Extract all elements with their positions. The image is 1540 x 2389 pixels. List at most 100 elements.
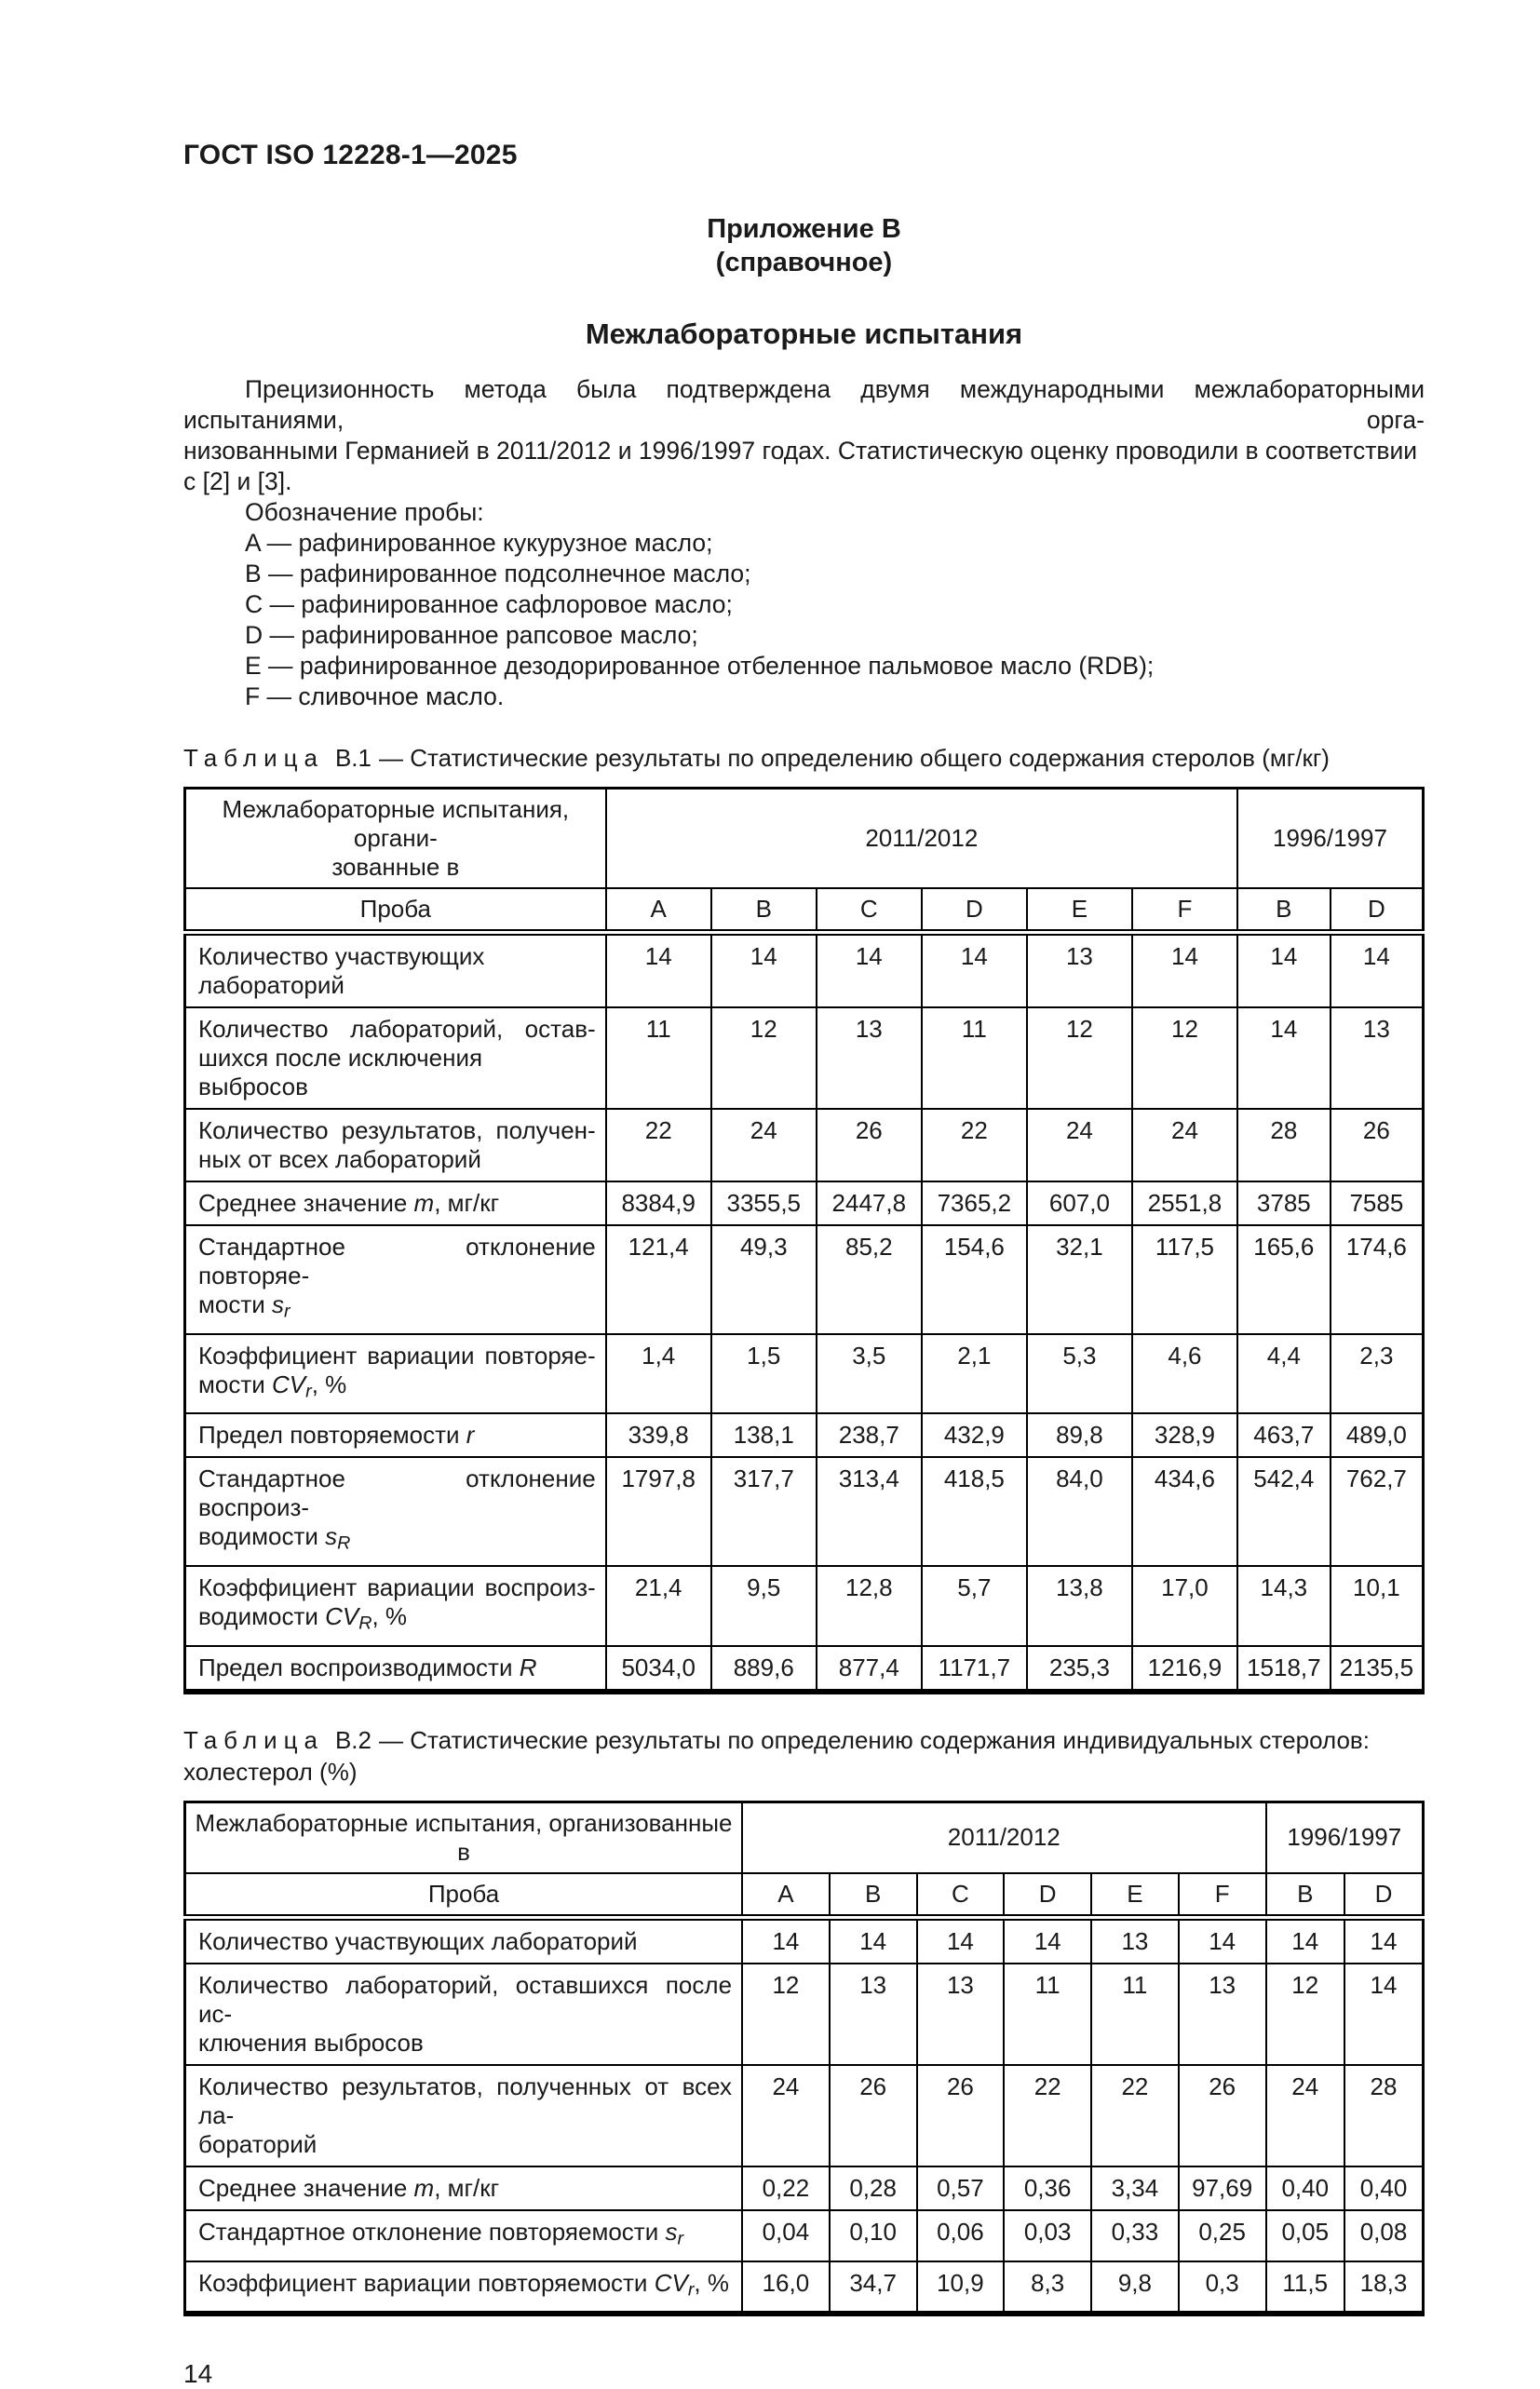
value-cell: 12 [1025,1006,1133,1110]
row-label: Стандартное отклонение повторяе-мости sr [183,1224,607,1335]
table-b2: Межлабораторные испытания, организованны… [183,1800,1425,2317]
value-cell: 26 [815,1108,923,1182]
value-cell: 22 [1003,2063,1093,2167]
row-label: Стандартное отклонение повторяемости sr [183,2208,744,2262]
value-cell: 13 [1329,1006,1425,1110]
paragraph-line: низованными Германией в 2011/2012 и 1996… [183,437,1418,495]
label-segment: s [665,2217,678,2246]
label-segment: Коэффициент вариации воспроиз- [198,1573,596,1602]
label-segment: Количество результатов, получен- [198,1116,596,1144]
sample-col-header: B [828,1871,918,1921]
document-page: ГОСТ ISO 12228-1—2025 Приложение В (спра… [183,140,1425,2389]
value-cell: 14 [915,1916,1006,1964]
value-cell: 463,7 [1236,1412,1331,1459]
value-cell: 22 [1090,2063,1180,2167]
row-label: Предел повторяемости r [183,1412,607,1459]
table-row: Стандартное отклонение повторяе-мости sr… [183,1224,1425,1335]
value-cell: 0,06 [915,2208,1006,2262]
label-segment: R [358,1613,372,1634]
value-cell: 14 [1264,1916,1345,1964]
appendix-type: (справочное) [715,248,893,277]
value-cell: 14 [1003,1916,1093,1964]
value-cell: 3785 [1236,1181,1331,1226]
caption-text: — Статистические результаты по определен… [183,1725,1370,1786]
label-segment: Количество лабораторий, оставшихся после… [198,1970,733,2028]
value-cell: 24 [1130,1108,1238,1182]
value-cell: 14 [1236,1006,1331,1110]
table-row: Стандартное отклонение воспроиз-водимост… [183,1456,1425,1568]
label-segment: r [466,1421,475,1450]
sample-col-header: A [604,887,712,936]
value-cell: 0,28 [828,2165,918,2211]
year-group-header: 2011/2012 [604,787,1238,889]
value-cell: 26 [915,2063,1006,2167]
label-segment: CV [325,1602,359,1631]
value-cell: 14 [815,931,923,1008]
label-segment: r [305,1381,312,1402]
label-segment: , мг/кг [434,2173,500,2202]
value-cell: 489,0 [1329,1412,1425,1459]
value-cell: 3,34 [1090,2165,1180,2211]
value-cell: 2,1 [920,1332,1028,1415]
header-row-years: Межлабораторные испытания, организованны… [183,1801,1425,1874]
label-segment: s [272,1290,284,1318]
value-cell: 14 [1177,1916,1267,1964]
row-label: Количество результатов, получен-ных от в… [183,1108,607,1182]
value-cell: 0,57 [915,2165,1006,2211]
row-label: Количество участвующих лабораторий [183,931,607,1008]
value-cell: 7365,2 [920,1181,1028,1226]
year-group-header: 2011/2012 [741,1801,1267,1874]
label-segment: Стандартное отклонение повторяе- [198,1233,596,1289]
label-segment: CV [272,1370,306,1398]
label-segment: Количество лабораторий, остав- [198,1015,596,1043]
value-cell: 10,9 [915,2260,1006,2315]
value-cell: 339,8 [604,1412,712,1459]
value-cell: 2,3 [1329,1332,1425,1415]
table-row: Количество лабораторий, остав-шихся посл… [183,1006,1425,1110]
caption-number: В.2 [334,1725,371,1754]
header-row-samples: Проба A B C D E F B D [183,887,1425,936]
value-cell: 117,5 [1130,1224,1238,1335]
label-segment: Количество результатов, полученных от вс… [198,2072,733,2129]
sample-definition: B — рафинированное подсолнечное масло; [245,560,751,587]
value-cell: 0,36 [1003,2165,1093,2211]
value-cell: 14 [1343,1916,1425,1964]
value-cell: 16,0 [741,2260,831,2315]
value-cell: 418,5 [920,1456,1028,1568]
value-cell: 0,22 [741,2165,831,2211]
label-segment: , % [311,1370,347,1398]
label-segment: CV [654,2268,688,2297]
value-cell: 28 [1236,1108,1331,1182]
caption-word: Таблица [183,744,324,772]
label-segment: R [519,1653,537,1681]
sample-col-header: B [709,887,817,936]
table-row: Предел повторяемости r 339,8 138,1 238,7 432… [183,1412,1425,1459]
value-cell: 2447,8 [815,1181,923,1226]
value-cell: 0,25 [1177,2208,1267,2262]
value-cell: 11 [604,1006,712,1110]
sample-col-header: E [1025,887,1133,936]
table-row: Количество лабораторий, оставшихся после… [183,1962,1425,2066]
label-segment: бораторий [198,2129,317,2158]
value-cell: 4,6 [1130,1332,1238,1415]
value-cell: 12 [741,1962,831,2066]
value-cell: 12,8 [815,1565,923,1647]
value-cell: 238,7 [815,1412,923,1459]
label-segment: m [413,1189,435,1217]
value-cell: 1,5 [709,1332,817,1415]
sample-col-header: D [1003,1871,1093,1921]
value-cell: 877,4 [815,1644,923,1693]
row-label: Коэффициент вариации повторяемости CVr, … [183,2260,744,2315]
table-row: Среднее значение m, мг/кг 8384,9 3355,5 244… [183,1181,1425,1226]
value-cell: 313,4 [815,1456,923,1568]
value-cell: 26 [1177,2063,1267,2167]
label-segment: r [677,2228,684,2249]
label-segment: водимости [198,1522,326,1551]
table-row: Коэффициент вариации воспроиз-водимости … [183,1565,1425,1647]
value-cell: 13 [1025,931,1133,1008]
label-segment: Стандартное отклонение повторяемости [198,2217,666,2246]
section-heading: Межлабораторные испытания [585,317,1023,350]
value-cell: 12 [1264,1962,1345,2066]
label-segment: Количество участвующих лабораторий [198,1926,638,1955]
value-cell: 3,5 [815,1332,923,1415]
